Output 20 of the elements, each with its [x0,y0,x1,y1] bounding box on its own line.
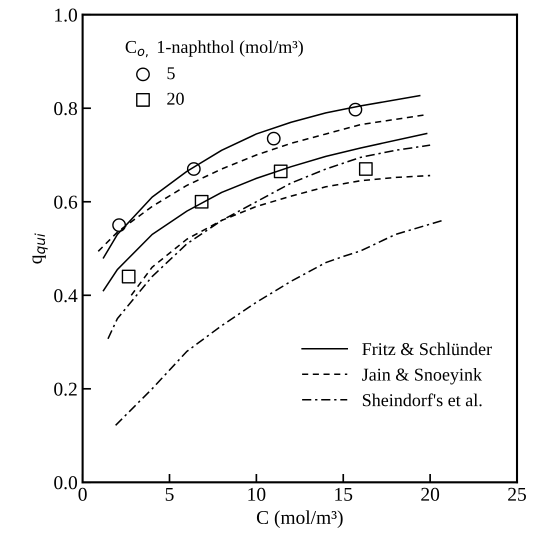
y-tick-label: 1.0 [55,8,78,22]
x-tick-label: 20 [421,488,440,501]
y-tick-label: 0.0 [54,476,78,490]
legend-label: Fritz & Schlünder [362,342,492,356]
x-tick-label: 25 [508,488,526,501]
y-tick-label: 0.4 [54,289,78,302]
y-tick-label: 0.2 [54,382,77,396]
x-tick-label: 0 [78,488,87,501]
legend-label: 20 [167,92,184,105]
y-tick-label: 0.6 [54,196,78,209]
x-axis-title: C (mol/m³) [256,510,343,528]
legend-label: 5 [168,67,175,80]
legend-label: Sheindorf's et al. [362,393,482,406]
x-tick-label: 5 [166,488,174,501]
legend-label: Jain & Snoeyink [362,368,482,384]
x-tick-label: 10 [248,488,266,501]
y-axis-title: q$_{qui}$ [32,233,48,264]
x-tick-label: 15 [335,488,352,501]
legend-title: C$_{o,}$ 1-naphthol (mol/m³) [126,40,303,58]
y-tick-label: 0.8 [54,102,78,116]
